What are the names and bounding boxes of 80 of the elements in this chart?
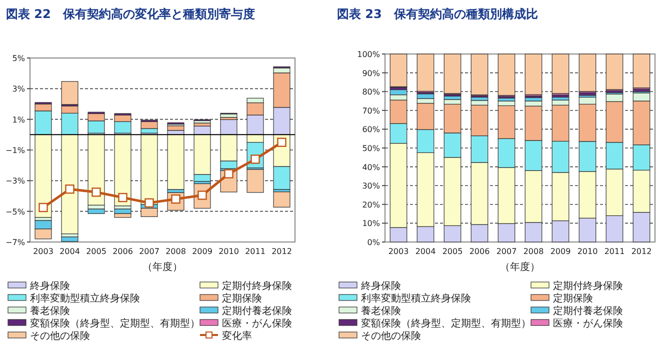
y-tick-label: −3% — [6, 176, 26, 186]
y-tick-label: 80% — [362, 88, 380, 97]
legend-label: その他の保険 — [30, 330, 90, 342]
legend-label: 養老保険 — [30, 305, 70, 317]
x-tick-label: 2010 — [218, 247, 239, 256]
legend-label: 定期保険 — [553, 292, 593, 304]
legend-label: 定期付養老保険 — [222, 305, 292, 317]
legend-label: その他の保険 — [361, 330, 421, 342]
legend-label: 定期付終身保険 — [553, 280, 623, 292]
legend-label: 利率変動型積立終身保険 — [361, 292, 471, 304]
x-tick-label: 2011 — [245, 247, 266, 256]
x-axis-title: （年度） — [142, 261, 182, 273]
y-tick-label: 50% — [362, 144, 380, 153]
legend-item: 定期保険 — [200, 294, 262, 304]
x-tick-label: 2008 — [166, 247, 186, 256]
y-tick-label: 70% — [362, 106, 380, 116]
legend-label: 終身保険 — [360, 280, 401, 292]
x-tick-label: 2010 — [577, 247, 598, 256]
legend-item: その他の保険 — [338, 331, 421, 342]
y-tick-label: 1% — [12, 115, 26, 124]
y-tick-label: 0% — [367, 238, 380, 247]
legend-item: 養老保険 — [8, 306, 70, 317]
x-tick-label: 2012 — [272, 247, 292, 256]
legend-item: 終身保険 — [8, 281, 70, 292]
legend-item: 定期付養老保険 — [200, 306, 292, 317]
legend-label: 利率変動型積立終身保険 — [30, 292, 140, 304]
x-tick-label: 2006 — [469, 247, 490, 256]
x-axis-title: （年度） — [500, 261, 540, 273]
legend-label: 変額保険（終身型、定期型、有期型） — [30, 318, 200, 330]
legend-label: 医療・がん保険 — [222, 318, 292, 330]
legend-item: 定期付終身保険 — [530, 281, 623, 292]
legend-item: 変額保険（終身型、定期型、有期型） — [338, 318, 531, 330]
legend-item: 終身保険 — [338, 281, 401, 292]
legend-item: 利率変動型積立終身保険 — [8, 294, 140, 304]
x-tick-label: 2012 — [631, 247, 652, 256]
x-tick-label: 2009 — [550, 247, 571, 256]
legend-item: 医療・がん保険 — [530, 318, 623, 330]
x-tick-label: 2003 — [33, 247, 54, 256]
legend-label: 医療・がん保険 — [553, 318, 623, 330]
x-tick-label: 2005 — [86, 247, 106, 256]
y-tick-label: 5% — [12, 54, 26, 63]
legend-item: 医療・がん保険 — [200, 318, 292, 330]
legend-label: 終身保険 — [29, 280, 70, 292]
legend-label: 養老保険 — [361, 305, 401, 317]
legend-item: 変額保険（終身型、定期型、有期型） — [8, 318, 200, 330]
x-tick-label: 2004 — [60, 247, 80, 256]
y-tick-label: −1% — [6, 146, 26, 155]
legend-item: その他の保険 — [8, 331, 90, 342]
legend-item: 養老保険 — [338, 306, 401, 317]
chart-title: 図表 23 保有契約高の種類別構成比 — [337, 7, 538, 21]
y-tick-label: 60% — [362, 125, 380, 134]
legend-item: 利率変動型積立終身保険 — [338, 294, 471, 304]
legend-label: 定期付養老保険 — [553, 305, 623, 317]
x-tick-label: 2003 — [388, 247, 409, 256]
y-tick-label: −7% — [6, 238, 26, 247]
y-tick-label: 20% — [362, 200, 380, 210]
x-tick-label: 2007 — [139, 247, 160, 256]
legend-item: 定期付終身保険 — [200, 281, 292, 292]
legend-item: 定期付養老保険 — [530, 306, 623, 317]
y-tick-label: 30% — [362, 182, 380, 191]
x-tick-label: 2005 — [442, 247, 463, 256]
legend-item: 定期保険 — [530, 294, 593, 304]
legend-label: 定期付終身保険 — [222, 280, 292, 292]
legend-label: 変化率 — [222, 330, 252, 342]
y-tick-label: −5% — [6, 207, 26, 216]
legend-label: 定期保険 — [222, 292, 262, 304]
legend-item: 変化率 — [200, 331, 252, 342]
y-tick-label: 40% — [362, 162, 380, 172]
chart-title: 図表 22 保有契約高の変化率と種類別寄与度 — [6, 7, 255, 21]
y-tick-label: 90% — [362, 68, 380, 78]
x-tick-label: 2011 — [604, 247, 625, 256]
legend-label: 変額保険（終身型、定期型、有期型） — [361, 318, 531, 330]
x-tick-label: 2009 — [192, 247, 212, 256]
x-tick-label: 2004 — [415, 247, 436, 256]
x-tick-label: 2006 — [112, 247, 133, 256]
y-tick-label: 10% — [362, 219, 380, 228]
y-tick-label: 3% — [12, 84, 26, 94]
y-tick-label: 100% — [357, 50, 380, 59]
x-tick-label: 2007 — [496, 247, 517, 256]
x-tick-label: 2008 — [523, 247, 544, 256]
